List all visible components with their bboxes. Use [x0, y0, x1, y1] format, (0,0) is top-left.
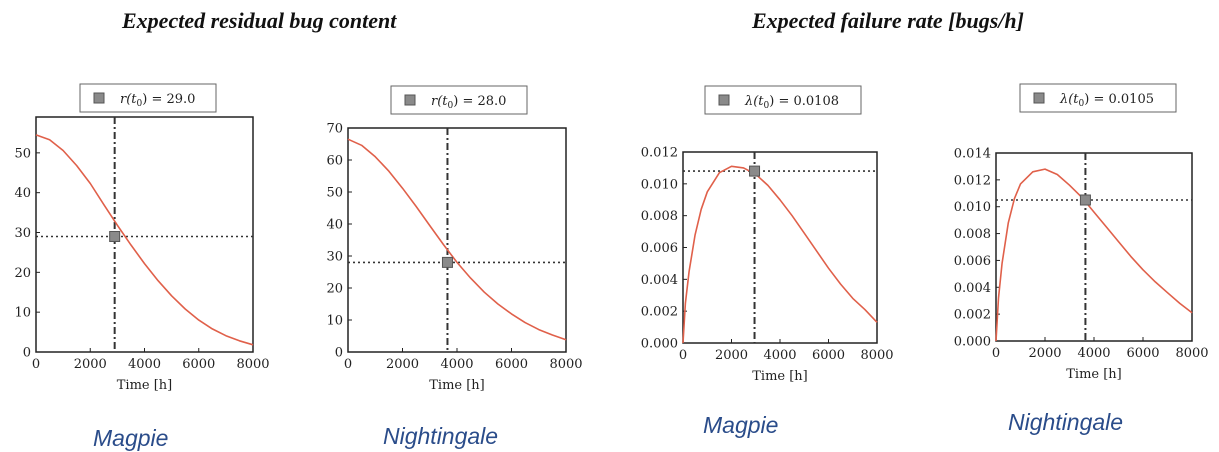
x-tick-label: 6000: [182, 357, 215, 372]
legend-marker: [93, 92, 105, 104]
caption-magpie-failure: Magpie: [703, 412, 779, 438]
y-tick-label: 30: [326, 250, 343, 265]
y-tick-label: 0.002: [641, 305, 678, 320]
x-tick-label: 8000: [1175, 346, 1208, 361]
y-tick-label: 50: [14, 146, 31, 161]
y-tick-label: 20: [14, 266, 31, 281]
y-tick-label: 0.012: [954, 173, 991, 188]
y-tick-label: 40: [14, 186, 31, 201]
x-tick-label: 8000: [549, 357, 582, 372]
x-tick-label: 6000: [495, 357, 528, 372]
y-tick-label: 10: [14, 306, 31, 321]
x-tick-label: 2000: [1028, 346, 1061, 361]
y-tick-label: 0.006: [641, 241, 678, 256]
y-tick-label: 0.010: [641, 177, 678, 192]
y-tick-label: 0: [23, 346, 31, 361]
y-tick-label: 0.010: [954, 200, 991, 215]
caption-nightingale-residual: Nightingale: [383, 423, 499, 449]
series-line: [347, 138, 567, 341]
y-tick-label: 0.004: [954, 281, 991, 296]
y-tick-label: 0.004: [641, 273, 678, 288]
legend: r(t0) = 29.0: [79, 83, 217, 113]
x-tick-label: 0: [992, 346, 1000, 361]
marker-point: [1079, 194, 1091, 206]
legend-label: λ(t0) = 0.0105: [1059, 92, 1154, 109]
x-tick-label: 2000: [386, 357, 419, 372]
x-tick-label: 2000: [715, 348, 748, 363]
y-tick-label: 50: [326, 186, 343, 201]
legend-marker: [1033, 92, 1045, 104]
x-tick-label: 6000: [812, 348, 845, 363]
x-tick-label: 4000: [440, 357, 473, 372]
heading-failure-rate: Expected failure rate [bugs/h]: [752, 8, 1024, 33]
x-tick-label: 8000: [860, 348, 893, 363]
x-axis-label: Time [h]: [1066, 367, 1122, 382]
legend-marker: [404, 94, 416, 106]
caption-nightingale-failure: Nightingale: [1008, 409, 1124, 435]
x-tick-label: 0: [344, 357, 352, 372]
x-axis-label: Time [h]: [429, 378, 485, 393]
legend: λ(t0) = 0.0105: [1019, 83, 1177, 113]
legend-label: λ(t0) = 0.0108: [744, 94, 839, 111]
series-line: [682, 165, 878, 344]
x-tick-label: 4000: [763, 348, 796, 363]
series-line: [995, 168, 1193, 342]
y-tick-label: 0.002: [954, 308, 991, 323]
y-tick-label: 0: [335, 346, 343, 361]
series-line: [35, 134, 254, 346]
y-tick-label: 0.014: [954, 147, 991, 162]
x-tick-label: 4000: [128, 357, 161, 372]
y-tick-label: 40: [326, 218, 343, 233]
x-tick-label: 6000: [1126, 346, 1159, 361]
y-tick-label: 60: [326, 154, 343, 169]
legend-label: r(t0) = 29.0: [120, 92, 195, 109]
y-tick-label: 0.008: [641, 209, 678, 224]
x-tick-label: 0: [679, 348, 687, 363]
y-tick-label: 70: [326, 122, 343, 137]
y-tick-label: 0.012: [641, 146, 678, 161]
x-tick-label: 8000: [236, 357, 269, 372]
y-tick-label: 0.008: [954, 227, 991, 242]
x-axis-label: Time [h]: [752, 369, 808, 384]
y-tick-label: 30: [14, 226, 31, 241]
legend-marker: [718, 94, 730, 106]
marker-point: [109, 230, 121, 242]
x-tick-label: 0: [32, 357, 40, 372]
caption-magpie-residual: Magpie: [93, 425, 169, 451]
legend-label: r(t0) = 28.0: [431, 94, 506, 111]
y-tick-label: 0.006: [954, 254, 991, 269]
y-tick-label: 0.000: [641, 337, 678, 352]
marker-point: [749, 165, 761, 177]
legend: r(t0) = 28.0: [390, 85, 528, 115]
x-tick-label: 4000: [1077, 346, 1110, 361]
x-tick-label: 2000: [74, 357, 107, 372]
heading-residual-bug-content: Expected residual bug content: [122, 8, 397, 33]
legend: λ(t0) = 0.0108: [704, 85, 862, 115]
plot-frame: [995, 152, 1193, 342]
marker-point: [441, 256, 453, 268]
x-axis-label: Time [h]: [117, 378, 173, 393]
y-tick-label: 20: [326, 282, 343, 297]
y-tick-label: 0.000: [954, 335, 991, 350]
y-tick-label: 10: [326, 314, 343, 329]
